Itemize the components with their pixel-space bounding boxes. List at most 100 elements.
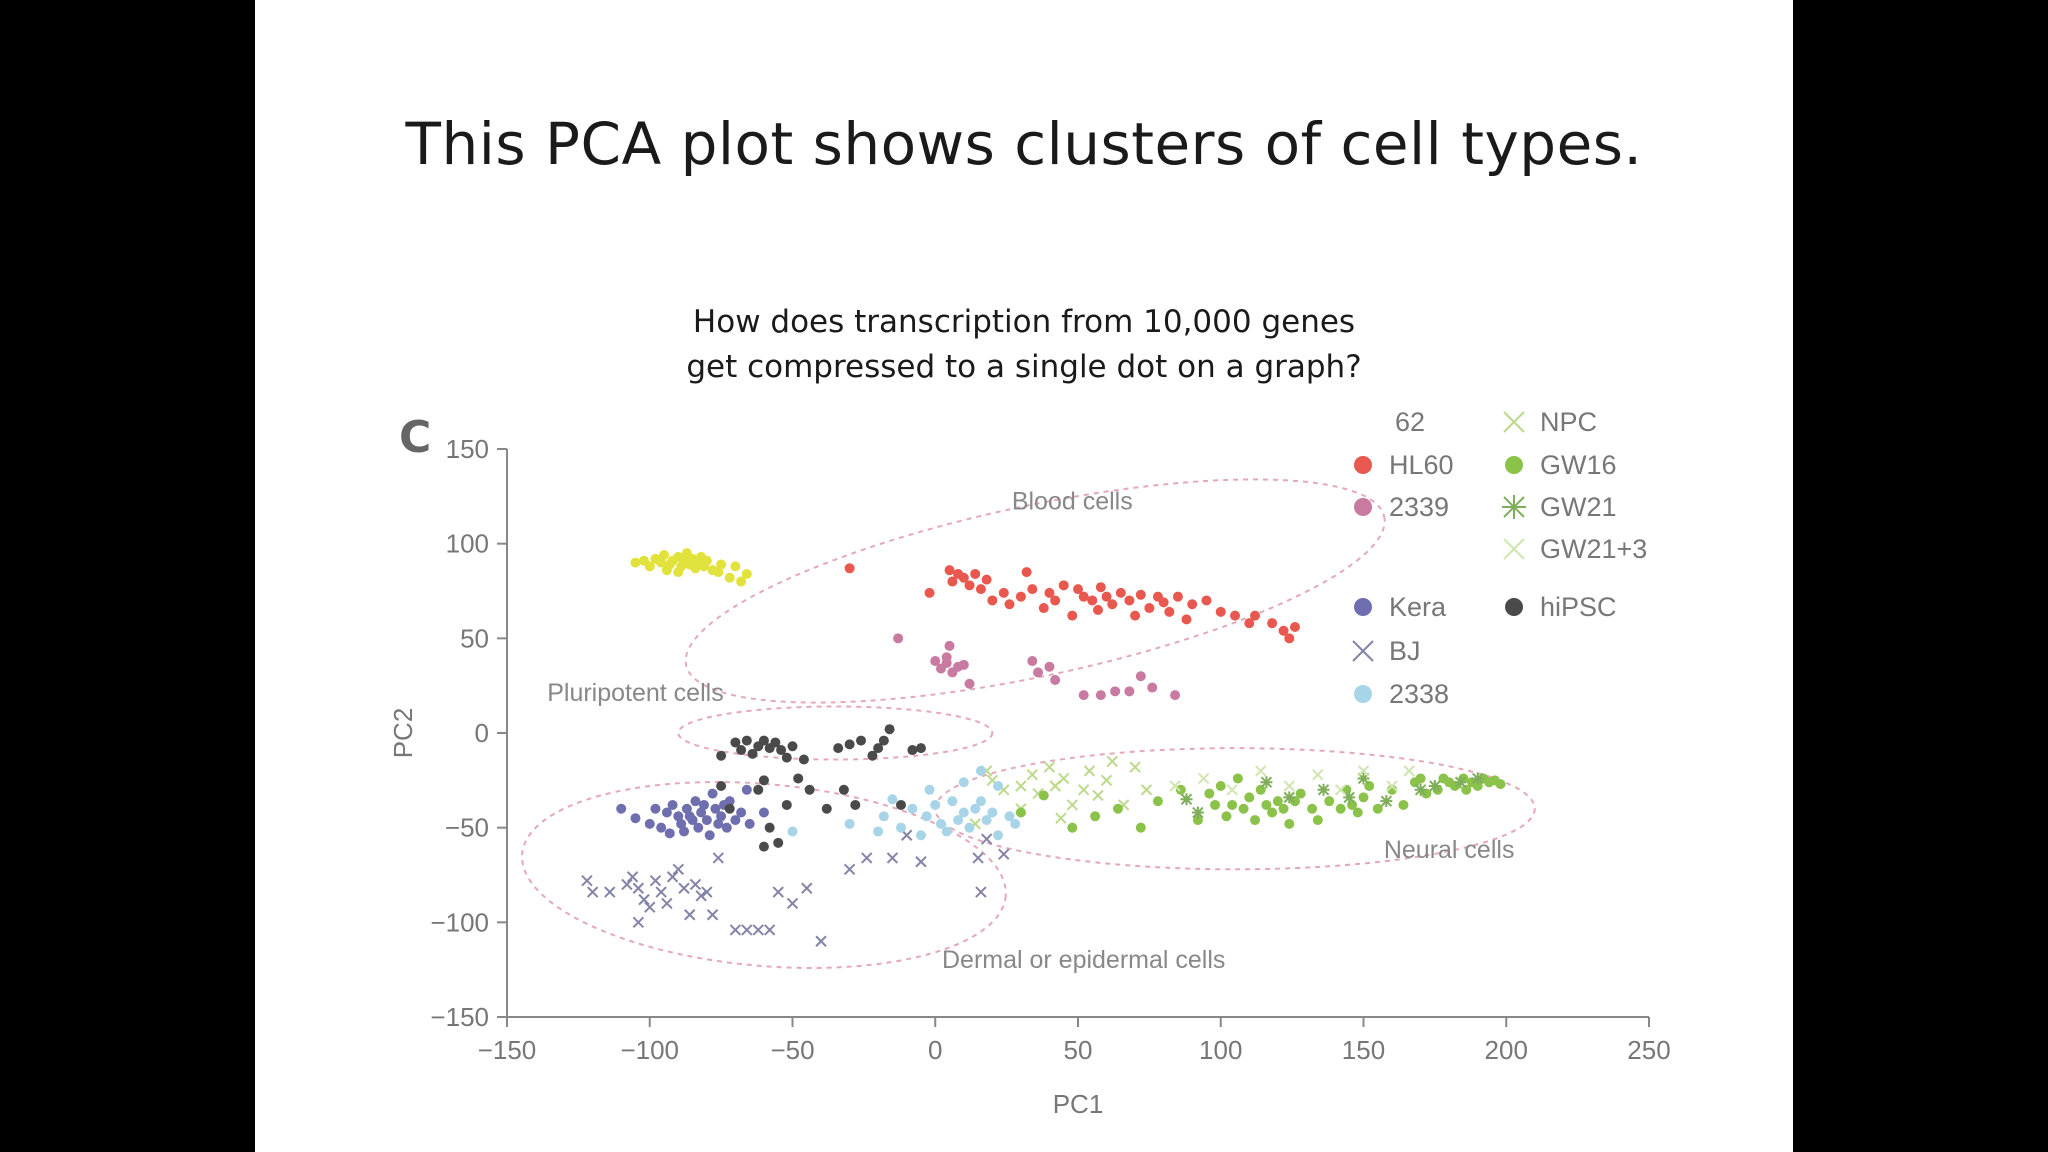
- data-point-kera: [687, 815, 698, 826]
- slide: This PCA plot shows clusters of cell typ…: [255, 0, 1793, 1152]
- data-point-hl60: [1172, 591, 1183, 602]
- data-point-2339: [1110, 686, 1121, 697]
- data-point-hipsc: [776, 745, 787, 756]
- data-point-2338: [993, 781, 1004, 792]
- data-point-hipsc: [915, 743, 926, 754]
- data-point-2338: [953, 815, 964, 826]
- data-point-gw21-3: [1169, 780, 1181, 792]
- data-point-gw21: [1317, 783, 1330, 796]
- data-point-bj: [581, 874, 593, 887]
- data-point-hl60: [1015, 591, 1026, 602]
- data-point-bj: [706, 909, 719, 921]
- data-point-gw21-3: [1357, 765, 1370, 777]
- data-point-bj: [915, 856, 927, 868]
- data-point-bj: [621, 878, 633, 891]
- data-point-kera: [673, 811, 684, 822]
- data-point-bj: [701, 886, 713, 898]
- data-point-2339: [944, 640, 955, 651]
- data-point-2338: [915, 830, 926, 841]
- data-point-kera: [644, 818, 655, 829]
- data-point-hl60: [1144, 603, 1155, 614]
- data-point-gw16: [1372, 803, 1383, 814]
- data-point-2338: [895, 822, 906, 833]
- data-point-bj: [886, 852, 899, 864]
- subtitle-line-2: get compressed to a single dot on a grap…: [686, 349, 1362, 385]
- data-point-hl60: [1267, 618, 1278, 629]
- data-point-hl60: [1250, 610, 1261, 621]
- legend-label-kera: Kera: [1389, 592, 1447, 622]
- data-point-hipsc: [838, 784, 849, 795]
- data-point-kera: [744, 818, 755, 829]
- data-point-gw16: [1272, 796, 1283, 807]
- data-point-hl60: [1164, 606, 1175, 617]
- data-point-2339: [1044, 661, 1055, 672]
- data-point-gw21-3: [1312, 768, 1324, 781]
- data-point-2339: [1135, 671, 1146, 682]
- data-point-hipsc: [873, 743, 884, 754]
- data-point-2339: [1170, 690, 1181, 701]
- data-point-bj: [801, 882, 813, 894]
- data-point-gw21-3: [1197, 772, 1210, 785]
- data-point-hl60: [1187, 599, 1198, 610]
- data-point-gw21: [1283, 791, 1296, 804]
- data-point-hipsc: [716, 750, 727, 761]
- data-point-hipsc: [730, 737, 741, 748]
- data-point-kera: [664, 828, 675, 839]
- data-point-kera: [698, 799, 709, 810]
- data-point-hl60: [1284, 633, 1295, 644]
- legend-label-gw21-3: GW21+3: [1540, 534, 1647, 564]
- data-point-hl60: [1058, 580, 1069, 591]
- x-tick-label: 200: [1485, 1035, 1528, 1065]
- x-tick-label: 150: [1342, 1035, 1385, 1065]
- data-point-2338: [921, 811, 932, 822]
- data-point-gw21-3: [1386, 780, 1398, 792]
- data-point-gw16: [1472, 781, 1483, 792]
- data-point-kera: [693, 822, 704, 833]
- cluster-ellipse-pluripotent: [677, 705, 994, 761]
- data-point-hl60: [958, 572, 969, 583]
- data-point-gw21: [1343, 791, 1356, 804]
- cluster-ellipse-dermal: [521, 781, 1007, 969]
- legend-marker-kera: [1354, 598, 1372, 616]
- data-point-hl60: [1158, 597, 1169, 608]
- data-point-hipsc: [781, 799, 792, 810]
- data-point-gw16: [1238, 803, 1249, 814]
- data-point-gw16: [1449, 781, 1460, 792]
- data-point-hipsc: [758, 775, 769, 786]
- y-tick-label: −150: [430, 1002, 489, 1032]
- x-tick-label: −150: [478, 1035, 537, 1065]
- data-point-gw16: [1278, 803, 1289, 814]
- data-point-kera: [721, 822, 732, 833]
- data-point-hl60: [944, 565, 955, 576]
- data-point-hl60: [964, 580, 975, 591]
- data-point-hipsc: [850, 799, 861, 810]
- data-point-2339: [1027, 656, 1038, 667]
- data-point-gw16: [1421, 788, 1432, 799]
- data-point-hl60: [1050, 595, 1061, 606]
- data-point-bj: [972, 852, 984, 864]
- data-point-npc: [1058, 772, 1070, 785]
- data-point-hipsc: [821, 803, 832, 814]
- data-point-kera: [710, 803, 721, 814]
- data-point-bj: [678, 882, 690, 894]
- data-point-hl60: [1215, 606, 1226, 617]
- data-point-bj: [980, 833, 993, 845]
- data-point-hl60: [947, 576, 958, 587]
- data-point-bj: [861, 852, 873, 864]
- subtitle-line-1: How does transcription from 10,000 genes: [692, 304, 1356, 340]
- legend-marker-2338: [1354, 685, 1372, 703]
- data-point-bj: [712, 852, 724, 864]
- data-point-kera: [713, 818, 724, 829]
- x-tick-label: 0: [928, 1035, 942, 1065]
- data-point-kera: [707, 788, 718, 799]
- data-point-2338: [958, 777, 969, 788]
- data-point-gw16: [1152, 796, 1163, 807]
- data-point-gw21: [1454, 776, 1467, 789]
- data-point-gw16: [1358, 792, 1369, 803]
- data-point-gw21-3: [1334, 784, 1347, 796]
- data-point-hl60: [987, 595, 998, 606]
- data-point-kera: [681, 803, 692, 814]
- data-point-hl60: [1101, 591, 1112, 602]
- data-point-npc: [1055, 812, 1067, 824]
- data-point-k562: [736, 576, 747, 587]
